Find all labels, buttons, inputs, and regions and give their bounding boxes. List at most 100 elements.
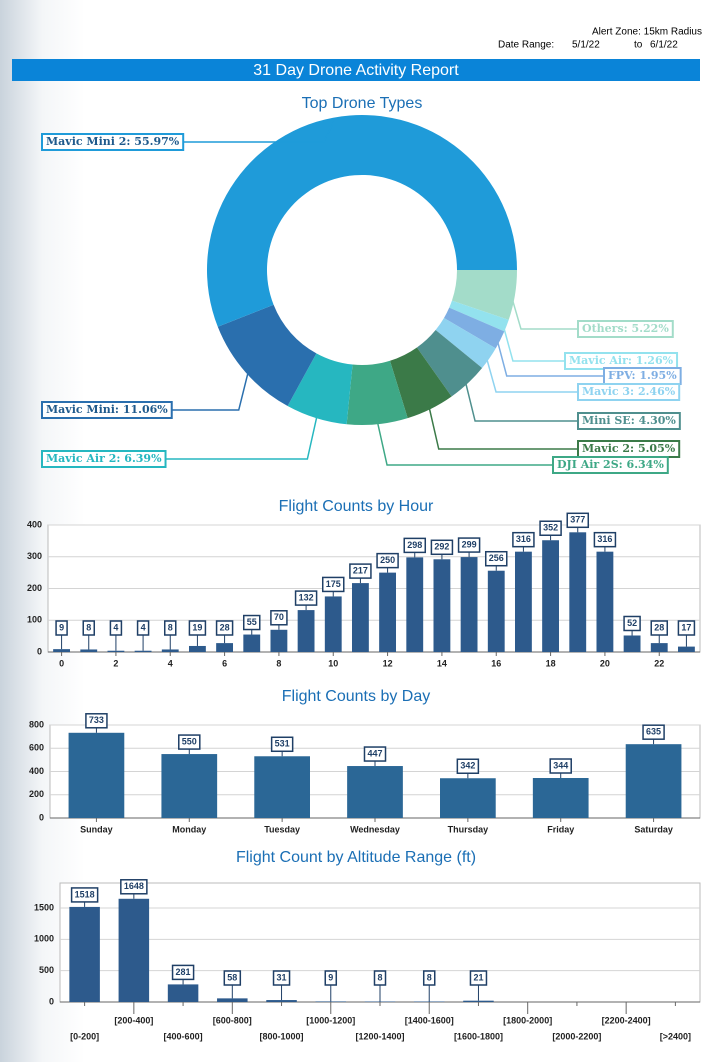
chart-title: Flight Count by Altitude Range (ft) xyxy=(236,849,476,866)
data-label-box xyxy=(593,531,617,548)
leader-line xyxy=(171,369,250,411)
leader-line xyxy=(165,414,319,460)
bar xyxy=(107,650,125,652)
data-label-box xyxy=(171,964,195,981)
x-tick-label: 0 xyxy=(59,658,64,668)
donut-slice xyxy=(287,353,353,425)
data-label: 8 xyxy=(427,972,432,982)
x-tick-label: Wednesday xyxy=(350,824,400,834)
bar xyxy=(623,635,641,652)
data-label: 550 xyxy=(182,736,197,746)
donut-slice xyxy=(346,360,408,425)
donut-slice xyxy=(449,300,509,332)
y-tick-label: 400 xyxy=(29,766,44,776)
x-tick-label: 12 xyxy=(383,658,393,668)
data-label: 28 xyxy=(220,622,230,632)
data-label-box xyxy=(223,970,242,986)
bar xyxy=(364,1001,396,1002)
data-label-box xyxy=(566,512,590,529)
x-tick-label: Sunday xyxy=(80,824,113,834)
data-label: 377 xyxy=(570,515,585,525)
data-label: 217 xyxy=(353,565,368,575)
data-label: 1648 xyxy=(124,881,144,891)
bar xyxy=(266,1000,297,1002)
data-label: 21 xyxy=(473,972,483,982)
x-tick-label: 14 xyxy=(437,658,447,668)
data-label: 28 xyxy=(654,622,664,632)
bar xyxy=(677,646,695,652)
x-tick-label: 8 xyxy=(276,658,281,668)
slice-label: Mini SE: 4.30% xyxy=(582,414,676,427)
data-label-box xyxy=(70,887,99,903)
y-tick-label: 500 xyxy=(39,965,54,975)
data-label-box xyxy=(373,970,387,986)
x-tick-label: 20 xyxy=(600,658,610,668)
data-label: 298 xyxy=(407,540,422,550)
bar xyxy=(217,998,248,1002)
bar xyxy=(80,649,98,652)
bar xyxy=(463,1000,494,1002)
data-label: 8 xyxy=(168,622,173,632)
data-label-box xyxy=(321,576,345,593)
chart-title: Flight Counts by Day xyxy=(282,688,431,705)
x-tick-label: Friday xyxy=(547,824,574,834)
data-label-box xyxy=(324,970,338,986)
donut-slice xyxy=(217,304,317,406)
y-tick-label: 0 xyxy=(49,996,54,1006)
data-label: 175 xyxy=(326,579,341,589)
bar xyxy=(347,766,403,818)
donut-slice xyxy=(443,307,505,349)
bar xyxy=(188,645,206,652)
alert-zone: Alert Zone: 15km Radius xyxy=(592,27,702,38)
data-label-box xyxy=(178,734,201,750)
leader-line xyxy=(510,294,578,330)
bar xyxy=(569,532,587,652)
donut-slice xyxy=(451,270,517,320)
x-tick-label: Monday xyxy=(172,824,206,834)
data-label-box xyxy=(270,736,294,753)
slice-label: Others: 5.22% xyxy=(582,322,669,335)
slice-label: Mavic Air 2: 6.39% xyxy=(46,452,162,465)
data-label: 70 xyxy=(274,612,284,622)
data-label-box xyxy=(120,879,148,895)
data-label-box xyxy=(539,520,562,536)
data-label: 9 xyxy=(59,622,64,632)
donut-slice xyxy=(206,114,518,327)
data-label-box xyxy=(85,713,108,729)
bar xyxy=(297,610,315,652)
x-tick-label: [2000-2200] xyxy=(552,1031,601,1041)
slice-label: Mavic 3: 2.46% xyxy=(582,385,676,398)
data-label-box xyxy=(163,620,177,636)
x-tick-label: [800-1000] xyxy=(260,1031,304,1041)
data-label-box xyxy=(650,620,669,636)
data-label: 250 xyxy=(380,555,395,565)
data-label: 281 xyxy=(176,967,191,977)
data-label: 256 xyxy=(489,553,504,563)
data-label-box xyxy=(484,550,508,567)
x-tick-label: 18 xyxy=(546,658,556,668)
data-label: 292 xyxy=(434,542,449,552)
date-end: 6/1/22 xyxy=(650,40,678,51)
bar xyxy=(413,1001,445,1002)
slice-label: Mavic Mini 2: 55.97% xyxy=(46,135,180,148)
data-label: 19 xyxy=(192,622,202,632)
bar xyxy=(433,559,451,652)
x-tick-label: [1200-1400] xyxy=(355,1031,404,1041)
x-tick-label: [200-400] xyxy=(114,1015,153,1025)
bar xyxy=(532,778,589,818)
chart-title: Flight Counts by Hour xyxy=(279,498,434,515)
data-label-box xyxy=(349,563,372,579)
data-label-box xyxy=(512,531,535,548)
bar xyxy=(69,906,100,1002)
x-tick-label: 16 xyxy=(491,658,501,668)
data-label-box xyxy=(242,614,261,631)
leader-line xyxy=(376,420,553,466)
y-tick-label: 0 xyxy=(39,812,44,822)
slice-label: FPV: 1.95% xyxy=(608,369,677,382)
data-label: 8 xyxy=(86,622,91,632)
data-label: 17 xyxy=(681,622,691,632)
data-label-box xyxy=(136,620,150,636)
x-tick-label: [1800-2000] xyxy=(503,1015,552,1025)
x-tick-label: [2200-2400] xyxy=(602,1015,651,1025)
data-label: 132 xyxy=(299,592,314,602)
